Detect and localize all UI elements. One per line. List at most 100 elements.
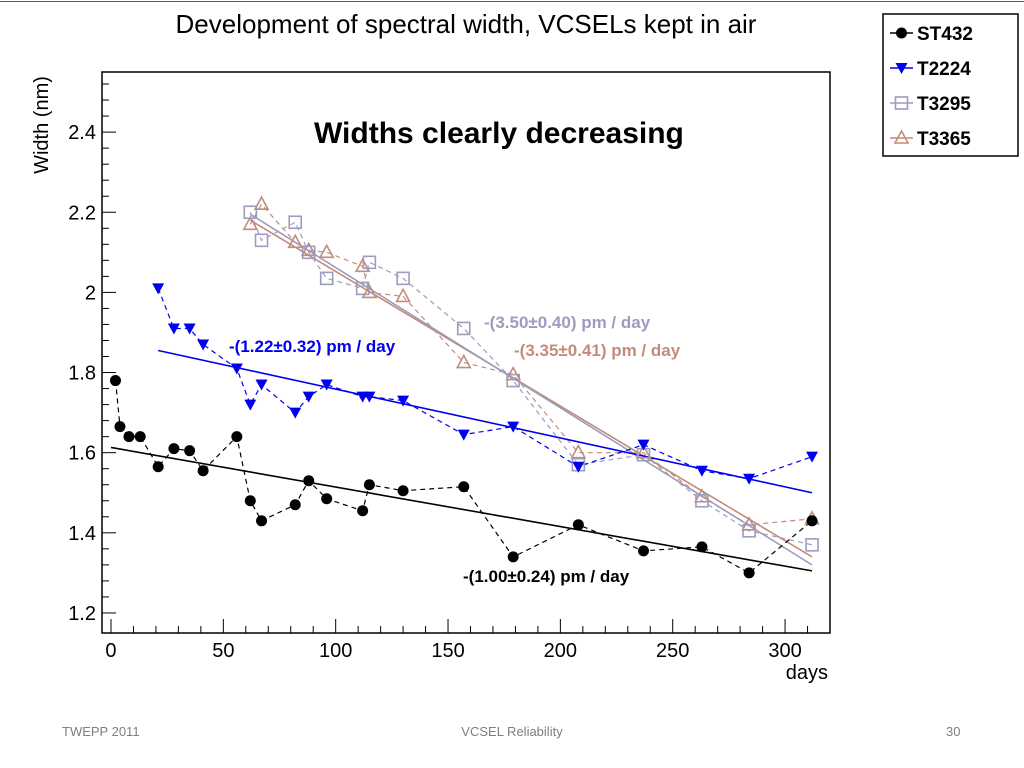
plot-area: 0 50 100 150 200 250 300 1.2 1.4 1.6 1.8 2 2.2 2.4 -(1… [68, 71, 831, 662]
series-st432-point [244, 495, 256, 507]
series-st432-connector [114, 380, 813, 574]
page-number: 30 [946, 724, 961, 739]
series-t3365-point [318, 243, 335, 259]
series-t2224-point [457, 429, 470, 441]
legend-t3365-marker [893, 129, 910, 144]
x-tick-label: 100 [319, 640, 352, 662]
series-t3295-point [362, 255, 377, 270]
legend-st432-marker [896, 27, 907, 39]
plot-frame [101, 71, 831, 634]
series-t3365-point [300, 241, 317, 257]
series-t3365-point [354, 257, 371, 273]
series-st432-point [123, 431, 135, 443]
series-st432-point [303, 475, 315, 487]
y-tick-label: 2.2 [68, 202, 96, 224]
series-t3365-point [361, 283, 378, 299]
legend-t2224-marker [895, 63, 908, 74]
series-st432-point [152, 461, 164, 473]
x-tick-label: 300 [768, 640, 801, 662]
series-st432-point [168, 443, 180, 455]
series-t2224-point [244, 399, 257, 411]
series-st432-point [184, 445, 196, 457]
series-t3295-point [319, 271, 334, 286]
x-axis-label: days [786, 662, 828, 684]
series-t2224-point [320, 379, 333, 391]
legend-st432-label: ST432 [917, 24, 973, 45]
series-t2224-fit-line [158, 349, 813, 494]
series-t3295-point [355, 281, 370, 296]
series-t2224-point [183, 323, 196, 335]
series-t3365-connector [249, 203, 813, 526]
chart-title: Development of spectral width, VCSELs ke… [176, 9, 757, 39]
y-axis-label: Width (nm) [31, 76, 53, 174]
series-t2224-point [230, 363, 243, 375]
series-st432-fit-line [110, 446, 813, 572]
series-st432-fit-label: -(1.00±0.24) pm / day [463, 567, 630, 586]
series-st432-point [289, 499, 301, 511]
series-st432-point [806, 515, 818, 527]
series-t3365-point [635, 443, 652, 459]
series-st432-point [397, 485, 409, 497]
series-t2224-point [289, 407, 302, 419]
series-t3295-point [742, 524, 756, 538]
series-t2224-point [743, 473, 756, 485]
series-t2224-point [152, 283, 165, 295]
series-t2224-fit-label: -(1.22±0.32) pm / day [229, 337, 396, 356]
series-t3295-point [506, 373, 520, 388]
series-t3365-point [395, 287, 411, 303]
legend-box [882, 13, 1019, 157]
series-t3365-fit-line [249, 219, 813, 558]
series-t3365-point [287, 233, 304, 249]
series-t3295-point [695, 493, 709, 508]
y-tick-label: 1.4 [68, 523, 96, 545]
series-t3295-point [396, 271, 410, 286]
series-t3295-point [301, 245, 316, 260]
chart-annotation: Widths clearly decreasing [314, 117, 684, 150]
top-rule [0, 1, 1024, 2]
series-t2224-point [302, 391, 315, 403]
series-st432-point [696, 541, 708, 553]
series-t2224-point [695, 465, 708, 477]
legend-t3295-label: T3295 [917, 94, 971, 115]
series-t2224-point [167, 323, 180, 335]
y-tick-label: 2 [85, 282, 96, 304]
series-t2224-point [197, 339, 210, 351]
series-t3365-fit-label: -(3.35±0.41) pm / day [514, 341, 681, 360]
series-t2224-point [255, 379, 268, 391]
y-tick-label: 2.4 [68, 122, 96, 144]
series-t3365-point [694, 488, 710, 503]
series-t2224-point [507, 421, 520, 433]
series-t3295-fit-label: -(3.50±0.40) pm / day [484, 313, 651, 332]
series-st432-point [363, 479, 375, 491]
series-st432-point [256, 515, 268, 527]
y-tick-label: 1.8 [68, 363, 96, 385]
series-t3365-point [253, 195, 270, 211]
legend: ST432 T2224 T3295 T3365 [882, 13, 1019, 157]
series-t2224-point [637, 439, 650, 451]
series-t3295-point [805, 538, 819, 552]
legend-t3365-label: T3365 [917, 129, 971, 150]
footer-conference: TWEPP 2011 [62, 724, 140, 739]
series-t2224-point [363, 391, 376, 403]
series-st432-point [743, 567, 755, 579]
series-t3365-point [570, 443, 587, 459]
series-t2224-point [572, 461, 585, 473]
x-tick-label: 0 [105, 640, 116, 662]
series-st432-point [231, 431, 243, 443]
series-st432-point [109, 375, 121, 387]
series-st432-point [134, 431, 146, 443]
x-tick-label: 250 [656, 640, 689, 662]
series-t2224-point [806, 451, 819, 463]
series-st432-point [197, 465, 209, 477]
series-st432-point [507, 551, 519, 563]
series-t3365-point [455, 353, 472, 369]
series-t3365-point [741, 516, 757, 531]
series-t3295-point [288, 215, 303, 230]
series-t3295-connector [249, 211, 813, 546]
x-tick-label: 200 [544, 640, 577, 662]
series-t3295-point [456, 321, 471, 336]
y-tick-label: 1.6 [68, 443, 96, 465]
footer-talk-title: VCSEL Reliability [461, 724, 563, 739]
y-tick-label: 1.2 [68, 603, 96, 625]
